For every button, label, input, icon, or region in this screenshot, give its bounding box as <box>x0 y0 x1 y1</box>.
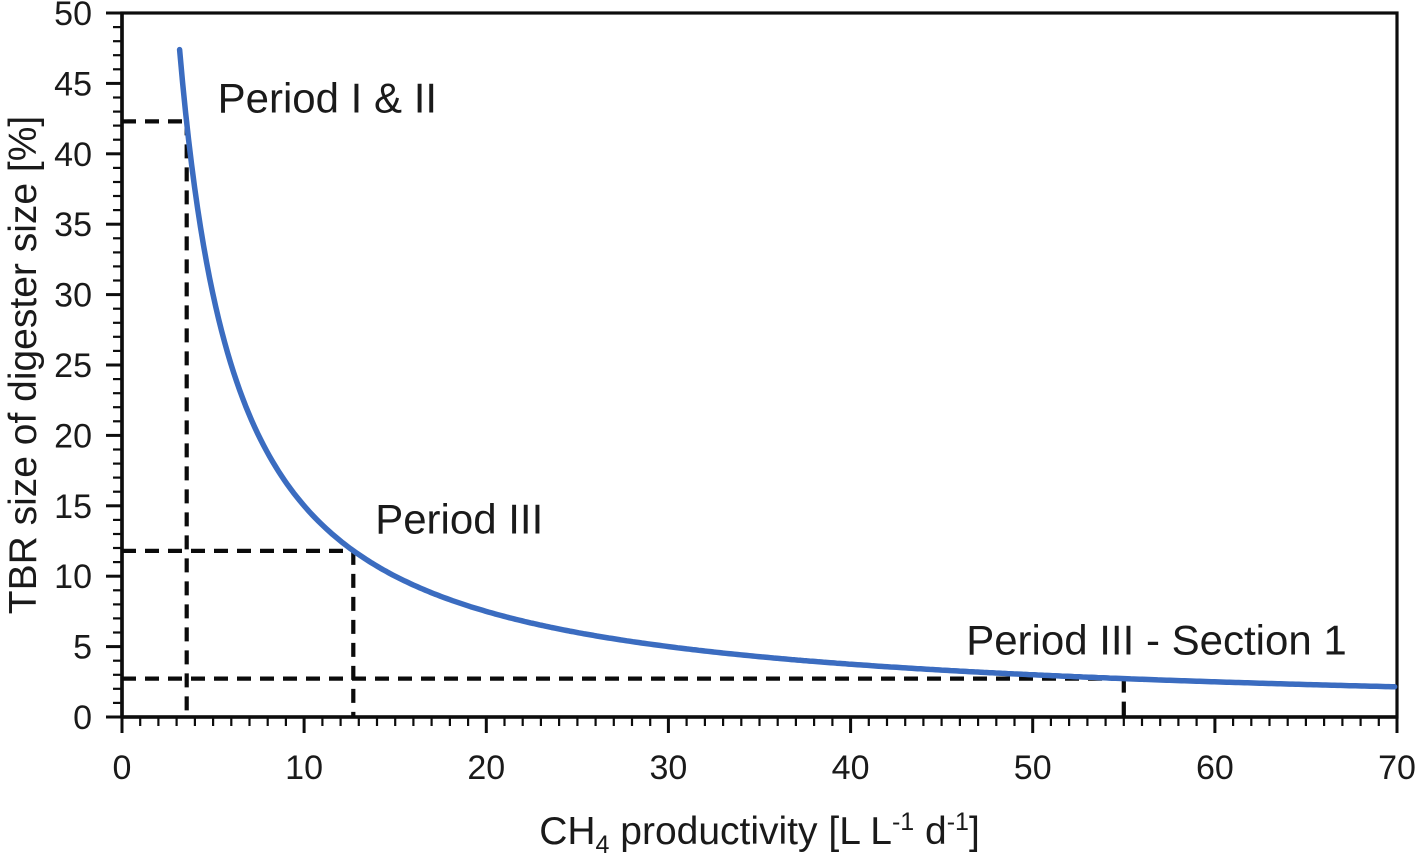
x-tick-label: 20 <box>467 749 505 787</box>
annotation-label-1: Period III <box>375 495 543 542</box>
y-tick-label: 35 <box>54 206 92 244</box>
annotation-label-0: Period I & II <box>218 74 437 121</box>
x-axis-title: CH4 productivity [L L-1 d-1] <box>539 808 980 854</box>
x-tick-label: 30 <box>649 749 687 787</box>
y-tick-label: 40 <box>54 136 92 174</box>
y-tick-label: 0 <box>73 699 92 737</box>
y-tick-label: 25 <box>54 347 92 385</box>
y-axis-title: TBR size of digester size [%] <box>2 116 45 615</box>
x-tick-label: 10 <box>285 749 323 787</box>
x-tick-label: 50 <box>1014 749 1052 787</box>
y-tick-label: 5 <box>73 629 92 667</box>
y-tick-label: 30 <box>54 277 92 315</box>
x-tick-label: 40 <box>832 749 870 787</box>
y-tick-label: 10 <box>54 558 92 596</box>
annotation-label-2: Period III - Section 1 <box>966 616 1347 663</box>
y-tick-label: 50 <box>54 0 92 33</box>
y-tick-label: 15 <box>54 488 92 526</box>
series-curve <box>176 46 1398 690</box>
x-tick-label: 0 <box>113 749 132 787</box>
x-tick-label: 70 <box>1378 749 1416 787</box>
y-tick-label: 45 <box>54 65 92 103</box>
y-tick-label: 20 <box>54 417 92 455</box>
x-tick-label: 60 <box>1196 749 1234 787</box>
